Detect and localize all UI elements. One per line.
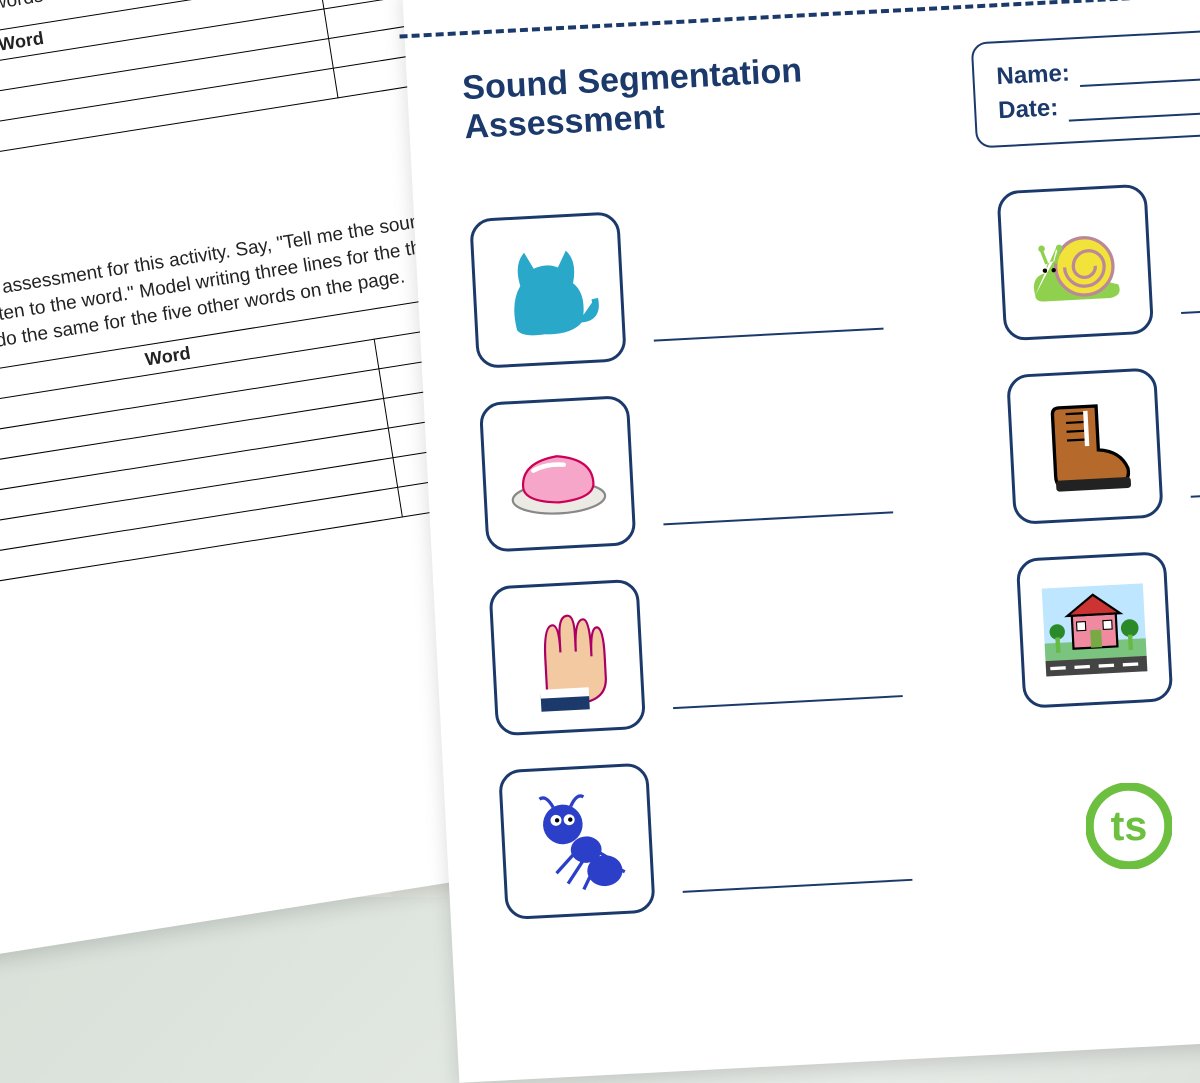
date-line[interactable] (1067, 85, 1200, 121)
assessment-item-hand (488, 565, 903, 736)
snail-icon (996, 184, 1154, 342)
write-line[interactable] (683, 879, 913, 893)
hand-icon (488, 579, 646, 737)
write-line[interactable] (663, 511, 893, 525)
soap-icon (479, 395, 637, 553)
assessment-title: Sound Segmentation Assessment (461, 50, 825, 147)
write-line[interactable] (654, 328, 884, 342)
ant-icon (498, 762, 656, 920)
assessment-item-boot (1006, 354, 1200, 525)
svg-text:ts: ts (1111, 803, 1148, 849)
assessment-item-street (1016, 538, 1200, 709)
assessment-item-ant (498, 749, 913, 920)
assessment-sheet: Sound Segmentation Assessment Name: Date… (402, 0, 1200, 1083)
name-label: Name: (996, 59, 1071, 91)
date-label: Date: (998, 94, 1059, 125)
name-date-box: Name: Date: (971, 28, 1200, 149)
assessment-item-cat (469, 198, 884, 369)
write-line[interactable] (1181, 300, 1200, 314)
cat-icon (469, 211, 627, 369)
assessment-item-snail (996, 170, 1200, 341)
write-line[interactable] (673, 695, 903, 709)
assessment-item-soap (479, 381, 894, 552)
brand-logo: ts (1086, 783, 1172, 869)
boot-icon (1006, 367, 1164, 525)
street-icon (1016, 551, 1174, 709)
write-line[interactable] (1191, 484, 1200, 498)
cut-line (399, 0, 1200, 38)
items-column-left (469, 198, 913, 920)
name-line[interactable] (1079, 51, 1200, 87)
